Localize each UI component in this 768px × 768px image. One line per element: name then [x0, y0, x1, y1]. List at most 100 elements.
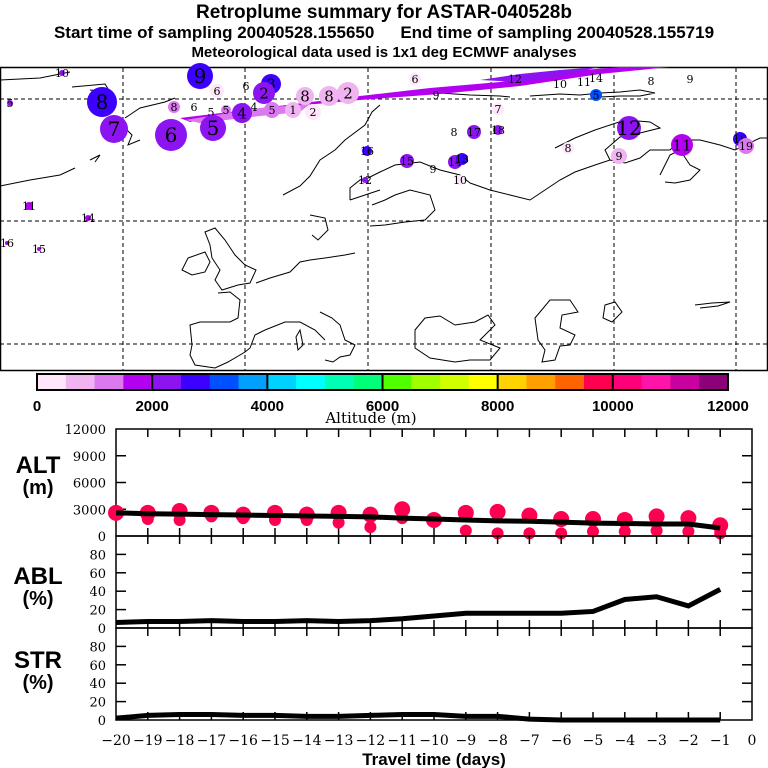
abl-y-tick-label: 20	[89, 604, 106, 619]
map-cluster: 11	[22, 200, 36, 213]
x-tick-label: 0	[748, 733, 757, 749]
cluster-label: 2	[343, 84, 353, 102]
cluster-label: 8	[324, 87, 334, 105]
cluster-label: 5	[207, 116, 220, 140]
alt-cluster-point	[648, 508, 665, 525]
alt-cluster-point	[394, 501, 411, 518]
colorbar-tick-label: 2000	[135, 398, 168, 415]
cluster-circle	[362, 177, 368, 183]
colorbar-swatch	[382, 374, 412, 390]
map-cluster: 10	[553, 78, 567, 91]
map-cluster: 6	[210, 84, 224, 98]
cluster-label: 13	[455, 153, 469, 166]
cluster-label: 12	[508, 73, 522, 86]
x-tick-label: −15	[260, 733, 290, 749]
map-cluster: 15	[400, 154, 414, 168]
map-cluster: 12	[508, 73, 522, 86]
colorbar-swatch	[296, 374, 326, 390]
cluster-circle	[455, 175, 465, 185]
cluster-circle	[253, 82, 275, 104]
cluster-circle	[296, 87, 314, 105]
x-tick-label: −16	[228, 733, 258, 749]
map-cluster: 19	[738, 138, 754, 154]
map-cluster: 6	[155, 119, 187, 151]
colorbar-swatch	[584, 374, 614, 390]
cluster-circle	[611, 148, 627, 164]
x-tick-label: −2	[678, 733, 699, 749]
alt-mean-line	[115, 510, 721, 531]
map-cluster: 2	[305, 104, 321, 120]
cluster-circle	[617, 116, 641, 140]
cluster-label: 8	[648, 75, 655, 88]
alt-panel-label: ALT (m)	[8, 454, 68, 500]
str-unit: (%)	[22, 672, 54, 694]
map-cluster: 9	[611, 148, 627, 164]
cluster-label: 6	[214, 85, 221, 98]
abl-y-tick-label: 80	[89, 548, 106, 563]
alt-cluster-point	[173, 513, 186, 526]
cluster-circle	[562, 142, 574, 154]
cluster-label: 5	[223, 104, 230, 117]
x-tick-label: −18	[165, 733, 195, 749]
colorbar-swatch	[641, 374, 671, 390]
cluster-circle	[409, 73, 421, 85]
alt-y-tick-label: 0	[98, 530, 106, 545]
colorbar-swatch	[670, 374, 700, 390]
cluster-circle	[59, 70, 65, 76]
map-cluster: 5	[7, 97, 14, 110]
cluster-label: 19	[739, 140, 753, 153]
colorbar-swatch	[267, 374, 297, 390]
colorbar-swatch	[324, 374, 355, 390]
map-cluster: 14	[81, 212, 95, 225]
x-tick-label: −20	[101, 733, 131, 749]
altitude-colorbar: 0 2000 4000 6000 8000 10000 12000	[33, 373, 749, 415]
cluster-label: 15	[400, 155, 414, 168]
colorbar-swatch	[238, 374, 268, 390]
cluster-label: 6	[191, 101, 198, 114]
cluster-circle	[100, 115, 128, 143]
alt-y-tick-label: 9000	[73, 450, 106, 465]
map-cluster: 5	[590, 89, 602, 102]
x-tick-label: −17	[197, 733, 227, 749]
cluster-label: 8	[565, 142, 572, 155]
str-y-tick-label: 80	[89, 640, 106, 655]
cluster-label: 10	[55, 67, 69, 80]
map-cluster: 2	[337, 82, 359, 104]
cluster-circle	[155, 119, 187, 151]
colorbar-swatch	[65, 374, 96, 390]
cluster-label: 14	[589, 72, 603, 85]
alt-unit: (m)	[22, 477, 54, 499]
map-frame	[0, 66, 768, 372]
map-cluster: 10	[453, 174, 467, 187]
x-tick-label: −3	[646, 733, 667, 749]
cluster-label: 12	[358, 174, 372, 187]
abl-line	[115, 587, 722, 625]
alt-cluster-point	[618, 525, 631, 538]
str-name: STR	[14, 647, 62, 674]
cluster-label: 9	[430, 163, 437, 176]
map-cluster: 8	[168, 101, 180, 114]
cluster-label: 4	[237, 104, 247, 122]
cluster-label: 16	[360, 145, 374, 158]
cluster-label: 2	[310, 106, 317, 119]
cluster-circle	[456, 153, 468, 165]
alt-y-tick-label: 3000	[73, 503, 106, 518]
alt-cluster-point	[457, 504, 474, 521]
cluster-circle	[285, 102, 301, 118]
map-cluster: 14	[589, 72, 603, 85]
x-tick-label: −19	[133, 733, 163, 749]
map-cluster: 17	[467, 125, 481, 139]
cluster-label: 9	[616, 150, 623, 163]
colorbar-swatch	[209, 374, 240, 390]
alt-cluster-point	[489, 503, 506, 520]
colorbar-swatch	[152, 374, 182, 390]
map-cluster: 18	[491, 124, 505, 137]
cluster-label: 9	[433, 89, 440, 102]
trajectory-band	[480, 67, 600, 82]
cluster-label: 10	[453, 174, 467, 187]
cluster-circle	[168, 101, 180, 113]
x-tick-label: −13	[324, 733, 354, 749]
map-cluster: 8	[562, 142, 574, 155]
map-cluster: 16	[0, 237, 14, 250]
cluster-circle	[5, 241, 9, 245]
